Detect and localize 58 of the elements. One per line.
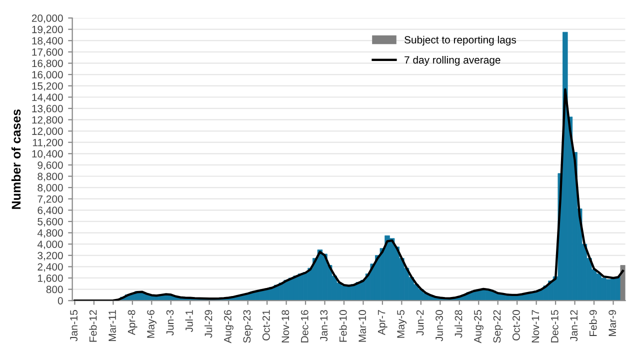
x-tick-label: Jul-29 <box>204 310 212 338</box>
x-tick-label: Dec-16 <box>300 310 308 342</box>
x-tick-label: May-6 <box>147 310 157 338</box>
y-tick-label: 12,800 <box>32 116 63 125</box>
legend-label: 7 day rolling average <box>404 56 500 66</box>
x-tick-label: Jan-12 <box>570 310 578 342</box>
y-tick-label: 15,200 <box>32 82 63 91</box>
y-tick-label: 3,200 <box>38 252 63 260</box>
x-tick-label: Jan-15 <box>70 310 78 342</box>
x-tick-label: May-5 <box>397 310 407 338</box>
x-tick-label: Dec-15 <box>551 310 558 342</box>
y-tick-label: 13,600 <box>32 104 63 114</box>
legend-label: Subject to reporting lags <box>404 36 516 46</box>
y-tick-label: 4,800 <box>37 229 63 238</box>
y-tick-label: 16,000 <box>32 71 63 80</box>
x-tick-label: Jun-3 <box>166 310 174 336</box>
y-tick-label: 20,000 <box>32 14 63 24</box>
y-tick-label: 12,000 <box>32 128 63 136</box>
x-tick-label: Jul-28 <box>454 310 462 338</box>
y-tick-label: 19,200 <box>32 26 63 34</box>
y-tick-label: 9,600 <box>38 161 63 170</box>
y-tick-label: 1,600 <box>38 274 63 284</box>
x-tick-label: Oct-20 <box>512 310 520 340</box>
x-tick-label: Nov-17 <box>532 310 540 342</box>
x-tick-label: Feb-9 <box>589 310 597 336</box>
y-tick-label: 6,400 <box>38 206 63 216</box>
y-tick-label: 16,800 <box>32 60 63 68</box>
y-tick-label: 11,200 <box>33 138 63 148</box>
y-tick-label: 2,400 <box>38 263 63 272</box>
y-tick-label: 17,600 <box>32 48 63 58</box>
x-tick-label: Jul-1 <box>185 310 193 332</box>
x-tick-label: Nov-18 <box>282 310 290 342</box>
y-tick-label: 7,200 <box>38 195 63 204</box>
x-tick-label: Feb-12 <box>89 310 97 342</box>
y-tick-label: 8,800 <box>38 172 63 182</box>
y-tick-label: 18,400 <box>32 37 63 46</box>
y-axis-title: Number of cases <box>11 109 21 209</box>
x-tick-label: Mar-11 <box>108 310 116 341</box>
y-tick-label: 8,000 <box>38 184 63 193</box>
x-tick-label: Jan-13 <box>320 310 328 342</box>
x-tick-label: Mar-9 <box>608 310 616 336</box>
x-tick-label: Jun-30 <box>436 310 443 342</box>
x-tick-label: Apr-8 <box>128 310 138 336</box>
y-tick-label: 5,600 <box>38 218 63 227</box>
y-tick-label: 14,400 <box>32 94 63 102</box>
x-tick-label: Feb-10 <box>339 310 347 342</box>
x-tick-label: Sep-22 <box>493 310 503 343</box>
x-tick-label: Mar-10 <box>358 310 366 342</box>
x-tick-label: Aug-26 <box>224 310 234 344</box>
x-tick-label: Aug-25 <box>474 310 484 344</box>
y-tick-label: 4,000 <box>37 240 63 250</box>
x-tick-label: Apr-7 <box>378 310 388 336</box>
x-tick-label: Jun-2 <box>416 310 424 336</box>
y-tick-label: 0 <box>58 297 63 304</box>
x-tick-label: Sep-23 <box>243 310 253 343</box>
y-tick-label: 800 <box>46 286 63 294</box>
y-tick-label: 10,400 <box>32 150 63 159</box>
x-tick-label: Oct-21 <box>262 310 270 340</box>
